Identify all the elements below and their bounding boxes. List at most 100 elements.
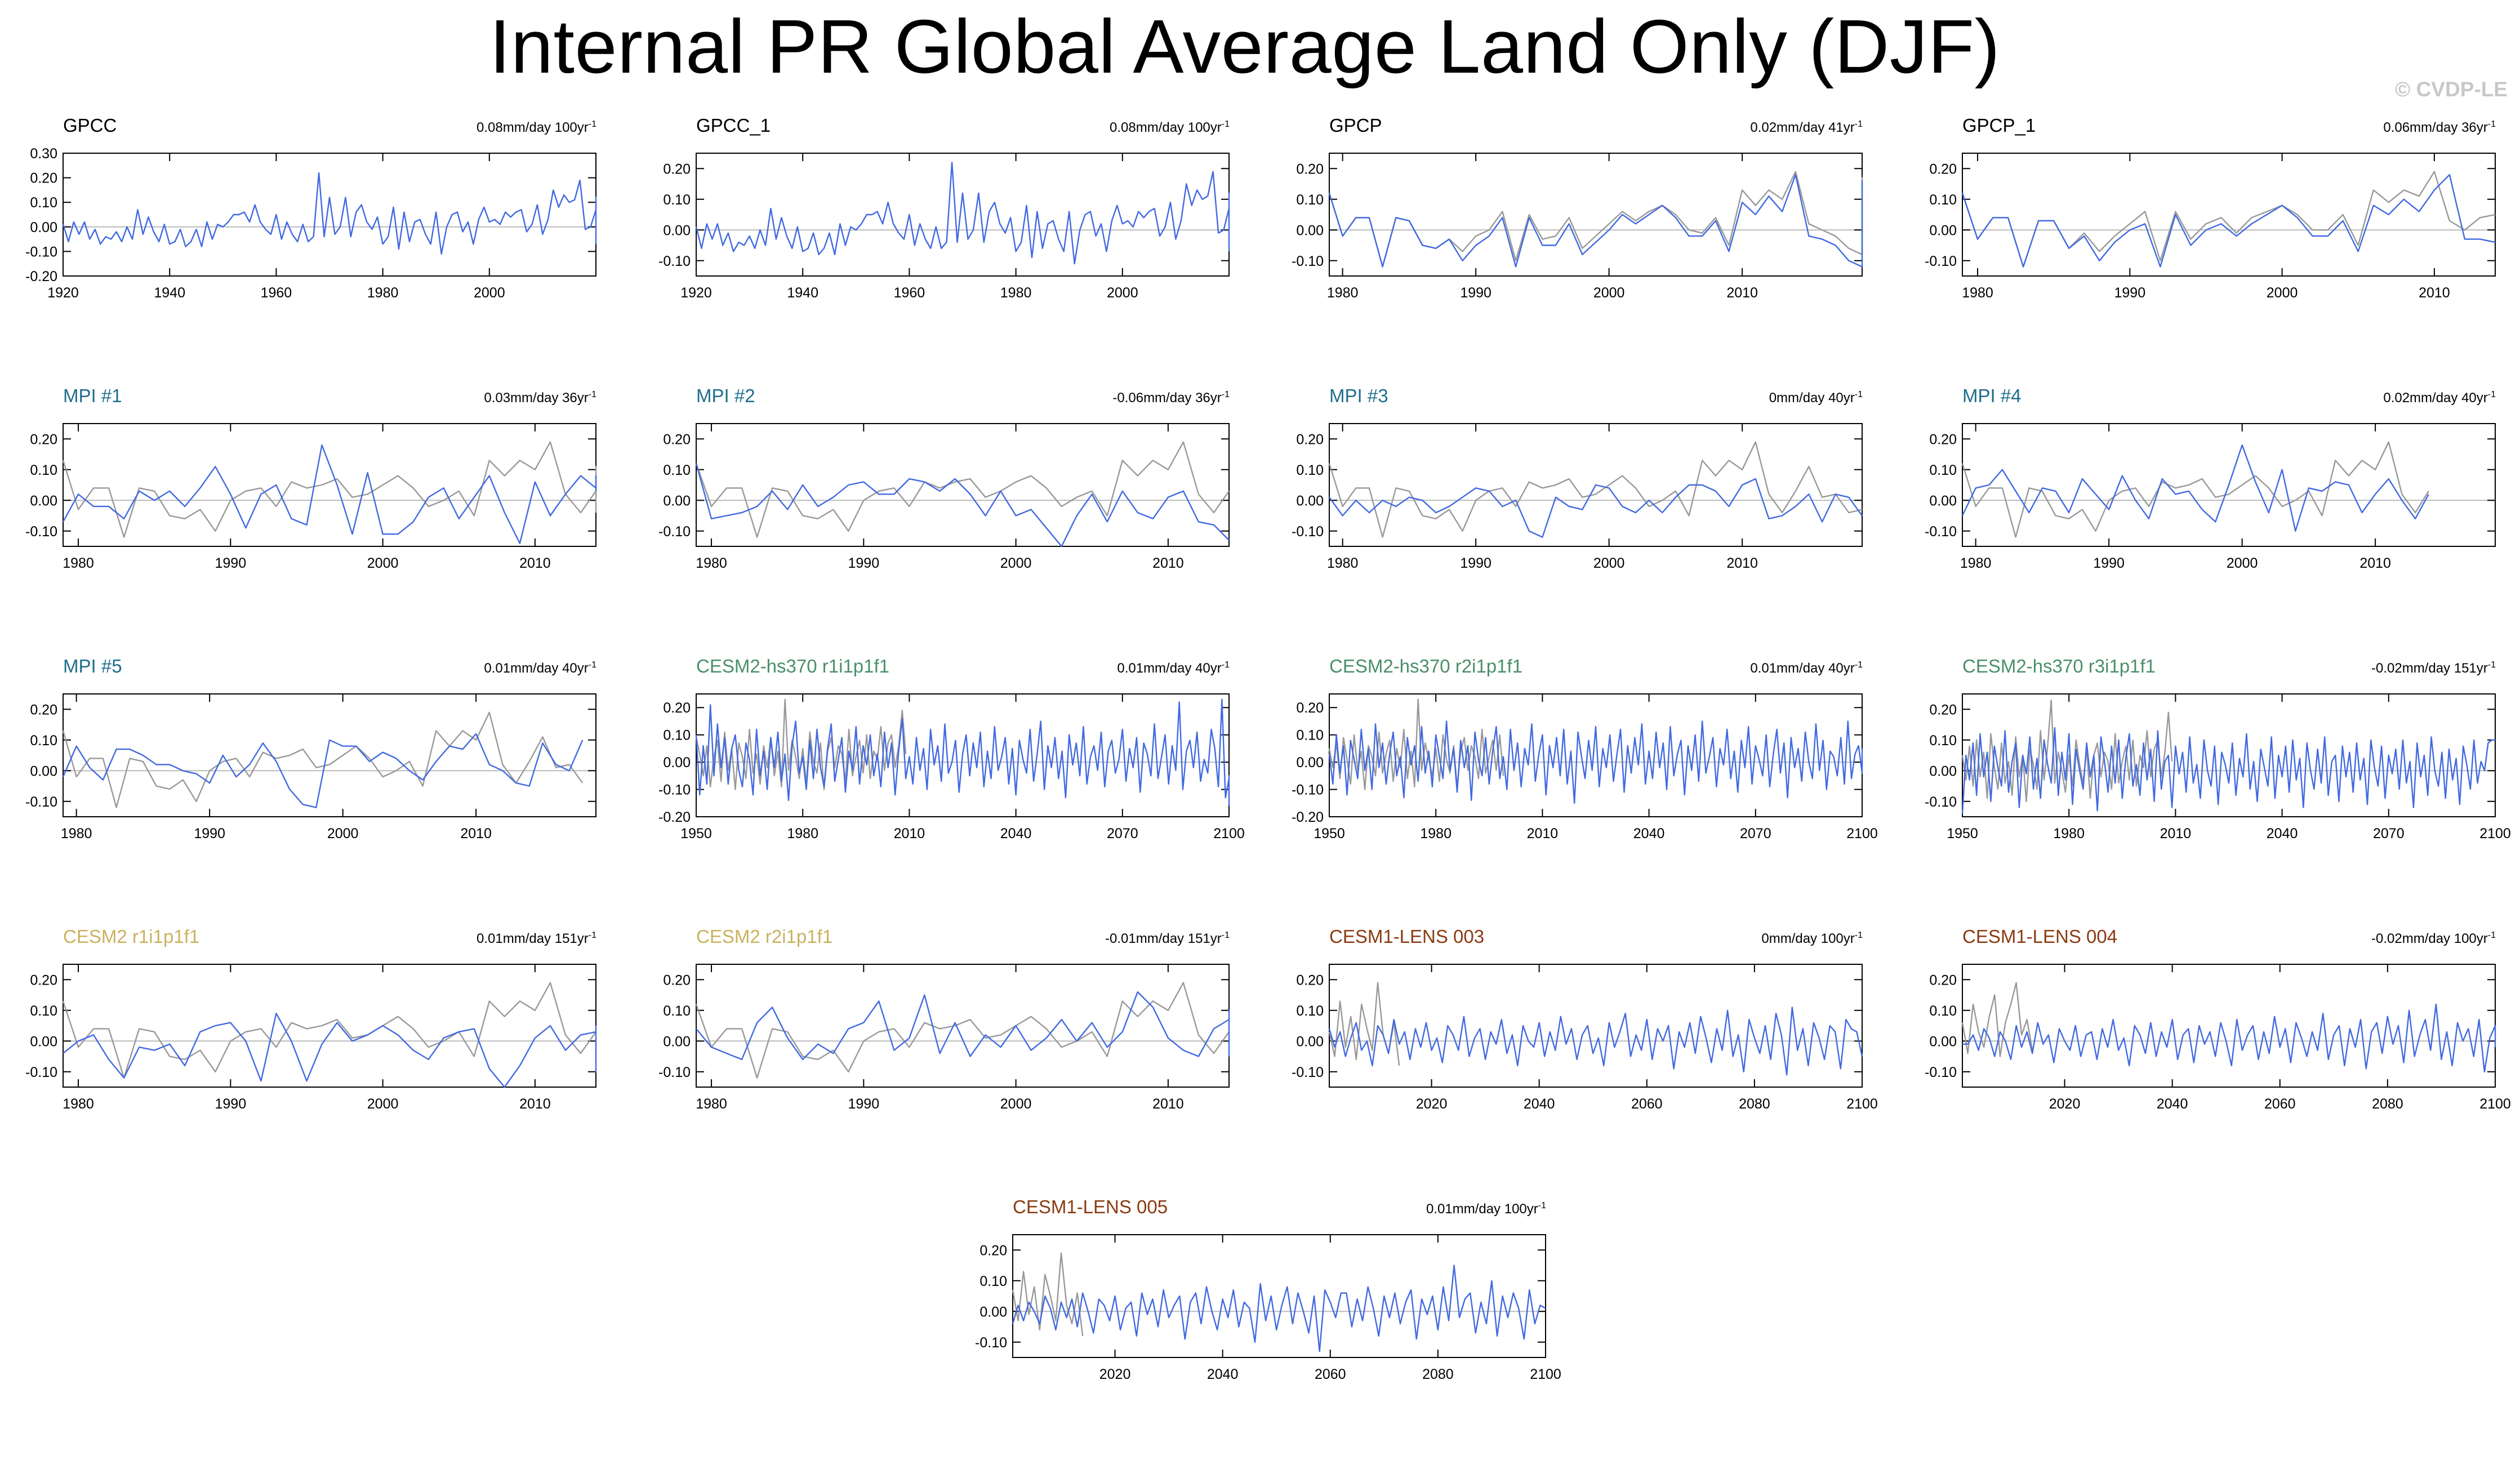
trend-label: 0.06mm/day 36yr-1: [2383, 119, 2496, 136]
trend-exponent: -1: [2487, 390, 2496, 399]
x-tick-label: 2040: [2267, 826, 2298, 842]
y-tick-label: 0.00: [1296, 1034, 1324, 1049]
plot-area: 0.20 0.10 0.00 -0.10 2020 2040 2060 2080 2100: [975, 1234, 1561, 1382]
y-tick-label: 0.00: [979, 1304, 1007, 1320]
x-tick-label: 2000: [1000, 1096, 1032, 1112]
y-tick-label: -0.10: [1925, 1065, 1957, 1080]
model-series-line: [696, 991, 1230, 1061]
trend-exponent: -1: [1221, 931, 1230, 940]
y-tick-label: 0.00: [663, 1034, 691, 1049]
observed-series-line: [1328, 698, 1504, 790]
x-tick-label: 2100: [1846, 1096, 1878, 1112]
x-tick-label: 1980: [1962, 285, 1993, 301]
trend-label: 0mm/day 40yr-1: [1769, 390, 1863, 406]
y-tick-label: 0.10: [663, 728, 691, 744]
panel-c2r1: CESM2 r1i1p1f1 0.01mm/day 151yr-1 0.20 0.10…: [0, 924, 615, 1143]
panel-label: GPCC: [63, 115, 117, 136]
trend-exponent: -1: [1221, 119, 1230, 129]
panel-mpi4: MPI #4 0.02mm/day 40yr-1 0.20 0.10 0.00 -0.10…: [1899, 383, 2514, 603]
y-tick-label: -0.10: [25, 1065, 57, 1080]
trend-exponent: -1: [1854, 931, 1863, 940]
trend-value: 0.01mm/day 40yr: [1117, 661, 1222, 676]
plot-frame: [696, 153, 1230, 277]
trend-exponent: -1: [588, 119, 596, 129]
trend-value: 0.08mm/day 100yr: [1110, 120, 1222, 135]
trend-exponent: -1: [1854, 119, 1863, 129]
x-tick-label: 2000: [367, 555, 399, 571]
x-tick-label: 1990: [1460, 285, 1491, 301]
y-tick-label: -0.10: [1292, 253, 1324, 269]
y-tick-label: 0.00: [1929, 222, 1957, 238]
model-series-line: [1328, 173, 1863, 268]
trend-value: 0.06mm/day 36yr: [2383, 120, 2488, 135]
y-tick-label: 0.20: [663, 972, 691, 988]
observed-series-line: [695, 441, 1230, 538]
panel-l005: CESM1-LENS 005 0.01mm/day 100yr-1 0.20 0.10…: [950, 1194, 1565, 1414]
y-tick-label: 0.20: [1296, 972, 1324, 988]
y-tick-label: 0.20: [1296, 700, 1324, 716]
x-tick-label: 2010: [1726, 555, 1758, 571]
panel-mpi2: MPI #2 -0.06mm/day 36yr-1 0.20 0.10 0.00 -0.1…: [633, 383, 1248, 603]
x-tick-label: 2000: [1593, 555, 1625, 571]
panel-label: CESM2-hs370 r3i1p1f1: [1962, 656, 2156, 676]
y-tick-label: 0.20: [1929, 702, 1957, 718]
trend-label: -0.01mm/day 151yr-1: [1105, 931, 1230, 947]
y-tick-label: 0.20: [663, 431, 691, 447]
trend-value: 0.02mm/day 41yr: [1750, 120, 1855, 135]
observed-series-line: [1961, 171, 2496, 268]
trend-label: 0.01mm/day 40yr-1: [1117, 660, 1230, 676]
trend-value: -0.02mm/day 100yr: [2371, 931, 2488, 946]
x-tick-label: 1990: [2093, 555, 2125, 571]
x-tick-label: 2010: [2160, 826, 2192, 842]
x-tick-label: 1980: [1327, 285, 1359, 301]
x-tick-label: 1950: [680, 826, 712, 842]
x-tick-label: 2010: [1726, 285, 1758, 301]
trend-value: -0.01mm/day 151yr: [1105, 931, 1222, 946]
plot-frame: [63, 423, 596, 547]
trend-label: 0mm/day 100yr-1: [1761, 931, 1863, 947]
trend-value: 0.08mm/day 100yr: [477, 120, 589, 135]
x-tick-label: 2040: [1000, 826, 1032, 842]
trend-exponent: -1: [588, 931, 596, 940]
y-tick-label: -0.10: [975, 1335, 1007, 1351]
x-tick-label: 2080: [2372, 1096, 2403, 1112]
x-tick-label: 2040: [1633, 826, 1665, 842]
y-tick-label: 0.20: [663, 161, 691, 177]
x-tick-label: 2000: [2227, 555, 2258, 571]
x-tick-label: 1940: [154, 285, 185, 301]
x-tick-label: 1980: [1420, 826, 1452, 842]
x-tick-label: 2070: [1740, 826, 1771, 842]
panel-label: MPI #1: [63, 385, 122, 406]
panel-l004: CESM1-LENS 004 -0.02mm/day 100yr-1 0.20 0.1…: [1899, 924, 2514, 1143]
y-tick-label: 0.00: [1929, 493, 1957, 509]
x-tick-label: 2010: [894, 826, 925, 842]
y-tick-label: -0.10: [1292, 1065, 1324, 1080]
x-tick-label: 1940: [787, 285, 818, 301]
panel-label: CESM2-hs370 r2i1p1f1: [1329, 656, 1523, 676]
x-tick-label: 2020: [1099, 1366, 1131, 1382]
y-tick-label: -0.10: [1925, 253, 1957, 269]
y-tick-label: -0.10: [25, 244, 57, 260]
panel-label: MPI #3: [1329, 385, 1388, 406]
y-tick-label: 0.00: [30, 493, 57, 509]
y-tick-label: 0.20: [1296, 161, 1324, 177]
model-series-line: [695, 698, 1230, 806]
y-tick-label: 0.00: [30, 763, 57, 779]
x-tick-label: 1920: [47, 285, 79, 301]
y-tick-label: -0.10: [1925, 524, 1957, 540]
x-tick-label: 2100: [2479, 1096, 2511, 1112]
y-tick-label: 0.20: [1296, 431, 1324, 447]
x-tick-label: 1980: [1000, 285, 1032, 301]
y-tick-label: 0.00: [1296, 493, 1324, 509]
trend-label: 0.08mm/day 100yr-1: [477, 119, 596, 136]
plot-area: 0.20 0.10 0.00 -0.10 2020 2040 2060 2080 2100: [1292, 964, 1878, 1112]
y-tick-label: 0.20: [663, 700, 691, 716]
y-tick-label: 0.10: [1296, 1003, 1324, 1019]
trend-label: -0.02mm/day 100yr-1: [2371, 931, 2496, 947]
y-tick-label: 0.10: [30, 462, 57, 478]
plot-frame: [1962, 423, 2496, 547]
model-series-line: [1328, 1007, 1863, 1076]
y-tick-label: -0.20: [25, 269, 57, 284]
